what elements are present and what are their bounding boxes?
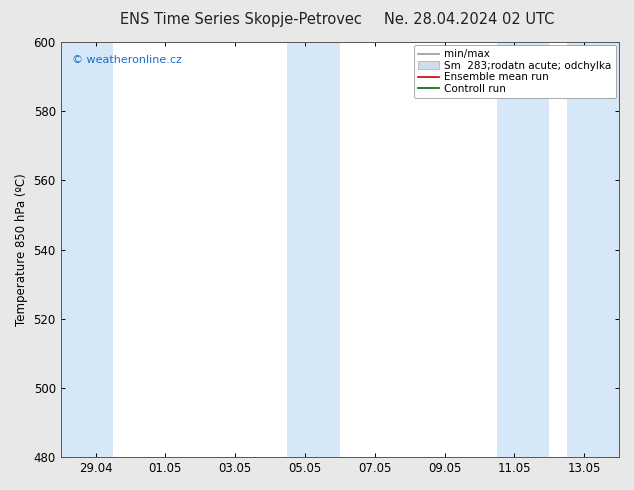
Text: Ne. 28.04.2024 02 UTC: Ne. 28.04.2024 02 UTC: [384, 12, 554, 27]
Bar: [497, 42, 549, 457]
Bar: [567, 42, 619, 457]
Bar: [61, 42, 113, 457]
Text: ENS Time Series Skopje-Petrovec: ENS Time Series Skopje-Petrovec: [120, 12, 362, 27]
Y-axis label: Temperature 850 hPa (ºC): Temperature 850 hPa (ºC): [15, 173, 28, 326]
Bar: [287, 42, 340, 457]
Text: © weatheronline.cz: © weatheronline.cz: [72, 54, 182, 65]
Legend: min/max, Sm  283;rodatn acute; odchylka, Ensemble mean run, Controll run: min/max, Sm 283;rodatn acute; odchylka, …: [414, 45, 616, 98]
